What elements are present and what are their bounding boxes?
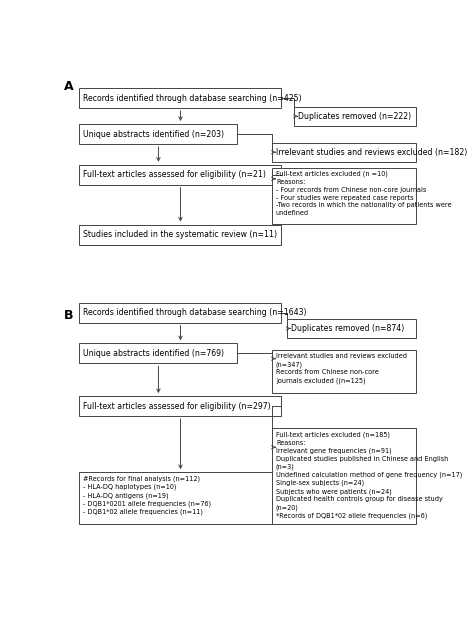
Text: #Records for final analysis (n=112)
- HLA-DQ haplotypes (n=10)
- HLA-DQ antigens: #Records for final analysis (n=112) - HL… [83, 475, 211, 515]
Text: Full-text articles excluded (n =10)
Reasons:
- Four records from Chinese non-cor: Full-text articles excluded (n =10) Reas… [276, 171, 452, 216]
Text: B: B [64, 309, 73, 322]
Bar [272, 350, 416, 393]
Text: Duplicates removed (n=222): Duplicates removed (n=222) [298, 112, 411, 121]
Text: Records identified through database searching (n=425): Records identified through database sear… [83, 93, 301, 103]
Text: Irrelevant studies and reviews excluded
(n=347)
Records from Chinese non-core
jo: Irrelevant studies and reviews excluded … [276, 353, 407, 384]
Text: Records identified through database searching (n=1643): Records identified through database sear… [83, 308, 307, 317]
Text: Full-text articles assessed for eligibility (n=21): Full-text articles assessed for eligibil… [83, 170, 266, 179]
Bar [80, 225, 282, 244]
Bar [294, 107, 416, 126]
Bar [272, 428, 416, 524]
Bar [80, 472, 282, 524]
Bar [80, 303, 282, 323]
Text: Unique abstracts identified (n=769): Unique abstracts identified (n=769) [83, 349, 224, 358]
Bar [287, 319, 416, 338]
Bar [272, 167, 416, 224]
Text: A: A [64, 80, 73, 93]
Bar [80, 124, 237, 144]
Bar [272, 142, 416, 162]
Text: Duplicates removed (n=874): Duplicates removed (n=874) [291, 324, 404, 333]
Bar [80, 343, 237, 363]
Bar [80, 88, 282, 108]
Bar [80, 165, 282, 185]
Text: Unique abstracts identified (n=203): Unique abstracts identified (n=203) [83, 129, 224, 139]
Text: Studies included in the systematic review (n=11): Studies included in the systematic revie… [83, 230, 277, 239]
Bar [80, 396, 282, 416]
Text: Irrelevant studies and reviews excluded (n=182): Irrelevant studies and reviews excluded … [276, 148, 467, 157]
Text: Full-text articles assessed for eligibility (n=297): Full-text articles assessed for eligibil… [83, 402, 271, 411]
Text: Full-text articles excluded (n=185)
Reasons:
Irrelevant gene frequencies (n=91)
: Full-text articles excluded (n=185) Reas… [276, 432, 462, 519]
